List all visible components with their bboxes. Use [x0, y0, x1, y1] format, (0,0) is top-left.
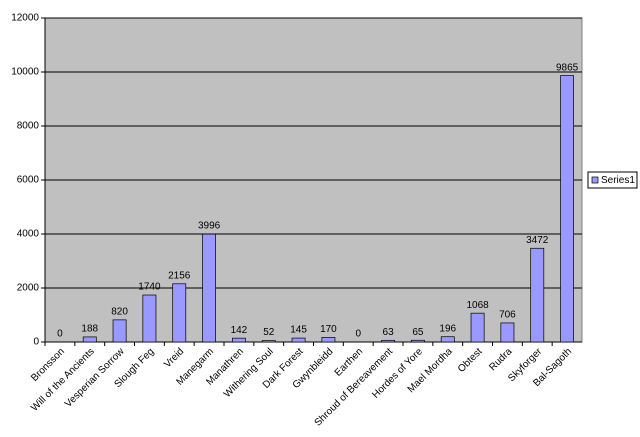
value-label: 63 [383, 327, 395, 338]
value-label: 706 [499, 310, 516, 321]
y-tick-label: 10000 [11, 67, 39, 78]
value-label: 196 [439, 323, 456, 334]
bar [440, 336, 455, 343]
y-tick-label: 0 [33, 337, 39, 348]
value-label: 3996 [198, 221, 221, 232]
value-label: 0 [355, 329, 361, 340]
bar [261, 340, 276, 343]
y-tick-label: 12000 [11, 13, 39, 24]
value-label: 188 [81, 324, 98, 335]
legend-swatch [591, 176, 599, 184]
bar [500, 322, 515, 343]
x-tick-label: Vreid [162, 346, 186, 370]
bar [142, 294, 157, 343]
y-tick-label: 2000 [17, 283, 40, 294]
bar [112, 319, 127, 343]
value-label: 0 [57, 329, 63, 340]
value-label: 2156 [168, 270, 191, 281]
y-tick-label: 4000 [17, 229, 40, 240]
bar [82, 336, 97, 343]
bar [381, 339, 395, 343]
value-label: 9865 [556, 62, 579, 73]
value-label: 3472 [526, 235, 549, 246]
value-label: 65 [412, 327, 424, 338]
bar [321, 337, 336, 343]
value-label: 145 [290, 325, 307, 336]
bar [232, 337, 246, 343]
bar [172, 283, 187, 343]
value-label: 1068 [466, 300, 489, 311]
bar [560, 75, 574, 343]
y-tick-label: 8000 [17, 121, 40, 132]
x-tick-label: Obtest [456, 346, 485, 375]
bar [530, 247, 545, 343]
value-label: 142 [231, 325, 248, 336]
x-tick-label: Rudra [487, 346, 514, 373]
value-label: 1740 [138, 282, 161, 293]
bar [411, 339, 425, 343]
value-label: 52 [263, 327, 275, 338]
bar [202, 233, 216, 343]
value-label: 170 [320, 324, 337, 335]
y-tick-label: 6000 [17, 175, 40, 186]
bar [291, 337, 306, 343]
legend-box [587, 171, 638, 189]
value-label: 820 [111, 307, 128, 318]
legend-label: Series1 [601, 175, 635, 186]
bar [470, 312, 485, 343]
